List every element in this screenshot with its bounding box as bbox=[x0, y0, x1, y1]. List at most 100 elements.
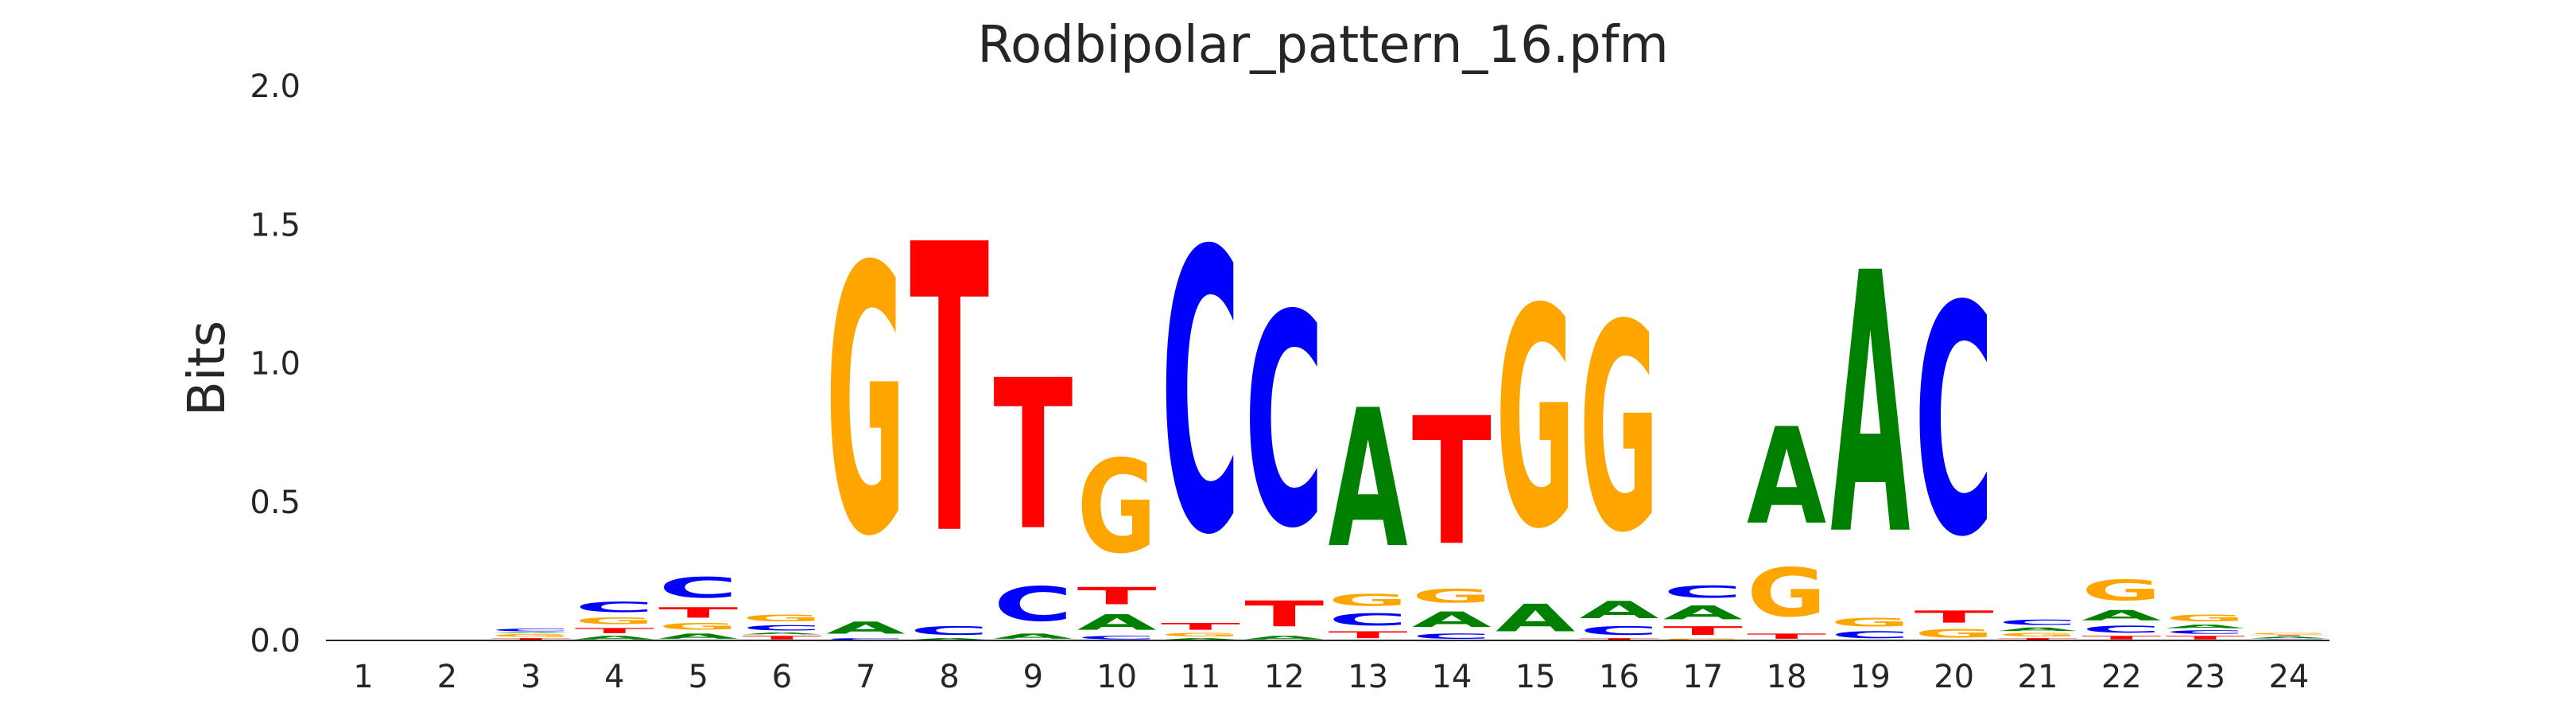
logo-letter-t: T bbox=[1915, 607, 1994, 626]
logo-letter-c: C bbox=[1077, 635, 1157, 640]
logo-letter-g: G bbox=[826, 189, 906, 617]
logo-column-18: TGA bbox=[1747, 401, 1826, 640]
logo-letter-a: A bbox=[658, 632, 738, 640]
logo-letter-g: G bbox=[575, 616, 654, 627]
logo-letter-c: C bbox=[1412, 632, 1492, 640]
x-tick-label: 9 bbox=[1023, 659, 1043, 695]
logo-letter-a: A bbox=[993, 632, 1073, 640]
logo-letter-g: G bbox=[1077, 433, 1157, 582]
logo-letter-c: C bbox=[2166, 629, 2245, 635]
x-tick-label: 5 bbox=[688, 659, 708, 695]
logo-letter-g: G bbox=[2249, 632, 2329, 635]
logo-letter-a: A bbox=[2166, 624, 2245, 629]
x-tick-label: 15 bbox=[1515, 659, 1556, 695]
logo-letter-g: G bbox=[1161, 632, 1240, 638]
x-axis: 1 2 3 4 5 6 7 8 9 10 11 12 13 14 15 16 17 18 19 20 21 22 23 24 bbox=[353, 659, 2309, 695]
x-tick-label: 11 bbox=[1181, 659, 1221, 695]
logo-letter-a: A bbox=[826, 618, 906, 637]
x-tick-label: 16 bbox=[1599, 659, 1639, 695]
logo-letter-t: T bbox=[743, 635, 822, 640]
logo-letter-g: G bbox=[1915, 627, 1994, 640]
logo-letter-a: A bbox=[1663, 601, 1743, 624]
logo-letter-t: T bbox=[2166, 635, 2245, 640]
logo-letter-t: T bbox=[575, 627, 654, 635]
y-tick-label: 0.0 bbox=[250, 623, 301, 660]
x-tick-label: 8 bbox=[939, 659, 959, 695]
x-tick-label: 6 bbox=[772, 659, 792, 695]
y-tick-label: 2.0 bbox=[250, 68, 301, 105]
logo-letter-a: A bbox=[1496, 597, 1575, 640]
logo-letter-a: A bbox=[1329, 370, 1408, 590]
logo-letter-c: C bbox=[826, 638, 906, 640]
logo-letter-t: T bbox=[1161, 621, 1240, 632]
logo-letter-t: T bbox=[1580, 638, 1659, 640]
logo-letter-t: T bbox=[658, 605, 738, 621]
logo-letter-c: C bbox=[2081, 624, 2161, 635]
x-tick-label: 14 bbox=[1431, 659, 1472, 695]
logo-letter-a: A bbox=[1998, 627, 2077, 632]
logo-letter-a: A bbox=[1747, 401, 1826, 555]
logo-letter-g: G bbox=[2081, 574, 2161, 607]
x-tick-label: 4 bbox=[604, 659, 624, 695]
logo-letter-a: A bbox=[2081, 607, 2161, 624]
logo-letter-c: C bbox=[1830, 629, 1910, 640]
logo-letter-g: G bbox=[1496, 245, 1575, 595]
x-tick-label: 3 bbox=[521, 659, 541, 695]
x-tick-label: 12 bbox=[1264, 659, 1305, 695]
x-tick-label: 17 bbox=[1682, 659, 1723, 695]
logo-letter-c: C bbox=[993, 577, 1073, 632]
logo-letter-c: C bbox=[1998, 618, 2077, 626]
logo-letter-a: A bbox=[1244, 635, 1324, 640]
x-tick-label: 1 bbox=[353, 659, 373, 695]
logo-letter-c: C bbox=[1329, 610, 1408, 629]
logo-letter-c: C bbox=[1161, 171, 1240, 621]
logo-column-8: ACT bbox=[910, 163, 990, 640]
logo-letter-a: A bbox=[1830, 199, 1911, 615]
logo-letter-g: G bbox=[1747, 555, 1826, 632]
x-tick-label: 21 bbox=[2018, 659, 2058, 695]
logo-letter-g: G bbox=[491, 633, 571, 637]
logo-letter-a: A bbox=[575, 635, 654, 640]
logo-letter-g: G bbox=[1412, 585, 1492, 607]
y-tick-label: 0.5 bbox=[250, 484, 301, 521]
logo-letter-t: T bbox=[1998, 638, 2077, 640]
logo-letter-c: C bbox=[1915, 239, 1994, 605]
logo-letter-g: G bbox=[1329, 590, 1408, 609]
logo-letter-t: T bbox=[1663, 624, 1743, 637]
x-tick-label: 19 bbox=[1850, 659, 1891, 695]
x-tick-label: 7 bbox=[855, 659, 875, 695]
logo-letter-c: C bbox=[1580, 624, 1659, 637]
logo-column-7: CAG bbox=[826, 189, 906, 640]
logo-letter-c: C bbox=[575, 599, 654, 616]
logo-letter-t: T bbox=[993, 337, 1073, 577]
logo-column-15: AG bbox=[1496, 245, 1575, 640]
logo-letter-g: G bbox=[743, 613, 822, 624]
logo-letter-a: A bbox=[1412, 607, 1492, 632]
logo-letter-a: A bbox=[1580, 597, 1660, 625]
y-tick-label: 1.0 bbox=[250, 346, 301, 383]
logo-letter-g: G bbox=[2166, 613, 2245, 624]
logo-column-12: ATC bbox=[1244, 253, 1324, 640]
logo-letter-a: A bbox=[491, 632, 571, 634]
logo-column-20: GTC bbox=[1915, 239, 1994, 640]
logo-column-9: ACT bbox=[993, 337, 1073, 640]
logo-letter-t: T bbox=[1329, 629, 1408, 640]
logo-letter-g: G bbox=[1998, 632, 2077, 638]
chart-title: Rodbipolar_pattern_16.pfm bbox=[977, 16, 1668, 75]
logo-letter-t: T bbox=[2249, 635, 2329, 636]
x-tick-label: 10 bbox=[1096, 659, 1137, 695]
logo-letter-a: A bbox=[1161, 638, 1240, 640]
logo-letter-a: A bbox=[743, 632, 822, 635]
